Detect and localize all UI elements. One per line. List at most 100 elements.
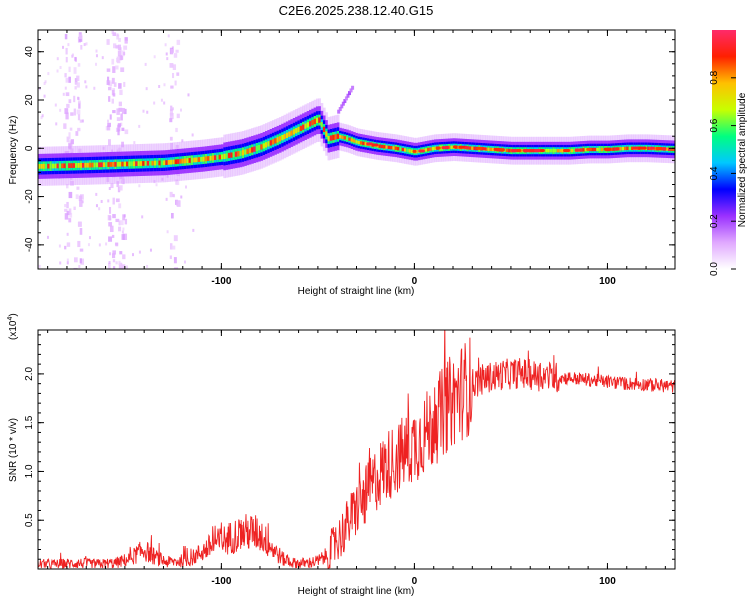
heatmap-cell xyxy=(46,235,49,239)
heatmap-cell xyxy=(78,34,83,39)
heatmap-cell xyxy=(115,45,119,49)
heatmap-cell xyxy=(117,50,122,57)
heatmap-cell xyxy=(163,160,166,166)
heatmap-cell xyxy=(295,128,298,134)
heatmap-cell xyxy=(54,163,57,169)
heatmap-cell xyxy=(145,87,148,91)
y-tick-label: 40 xyxy=(24,46,35,58)
heatmap-cell xyxy=(88,162,92,168)
heatmap-cell xyxy=(353,139,356,143)
y-tick-label: 20 xyxy=(24,94,35,106)
heatmap-cell xyxy=(107,119,110,123)
heatmap-cell xyxy=(70,139,74,145)
heatmap-cell xyxy=(85,85,88,89)
heatmap-cell xyxy=(56,69,59,73)
heatmap-cell xyxy=(163,83,166,87)
heatmap-cell xyxy=(116,117,121,122)
heatmap-cell xyxy=(112,110,116,114)
heatmap-cell xyxy=(95,192,98,196)
heatmap-cell xyxy=(75,163,78,168)
heatmap-cell xyxy=(117,147,122,152)
heatmap-cell xyxy=(108,206,112,214)
heatmap-cell xyxy=(74,86,77,90)
heatmap-cell xyxy=(202,156,206,162)
heatmap-cell xyxy=(170,105,173,111)
heatmap-cell xyxy=(383,145,386,149)
heatmap-cell xyxy=(114,242,119,246)
heatmap-peak xyxy=(586,147,592,151)
heatmap-cell xyxy=(75,131,79,136)
heatmap-cell xyxy=(112,93,116,97)
heatmap-peak xyxy=(632,146,641,150)
heatmap-cell xyxy=(78,221,82,228)
heatmap-cell xyxy=(118,220,121,226)
heatmap-cell xyxy=(341,135,345,139)
heatmap-cell xyxy=(165,160,169,165)
heatmap-cell xyxy=(628,146,632,150)
heatmap-cell xyxy=(79,258,82,264)
heatmap-cell xyxy=(118,83,122,89)
heatmap-cell xyxy=(81,200,84,204)
heatmap-cell xyxy=(119,161,122,167)
heatmap-cell xyxy=(171,107,174,111)
heatmap-cell xyxy=(124,129,129,135)
heatmap-cell xyxy=(116,181,120,188)
heatmap-cell xyxy=(214,155,217,161)
heatmap-cell xyxy=(195,157,199,163)
heatmap-cell xyxy=(200,156,203,162)
heatmap-cell xyxy=(120,180,124,184)
heatmap-cell xyxy=(123,161,127,167)
heatmap-cell xyxy=(253,146,257,152)
heatmap-cell xyxy=(193,157,196,163)
heatmap-cell xyxy=(118,101,122,107)
heatmap-cell xyxy=(322,126,326,133)
heatmap-cell xyxy=(429,147,433,151)
colorbar-tick-label: 0.0 xyxy=(709,262,720,276)
heatmap-cell xyxy=(106,125,111,131)
heatmap-cell xyxy=(64,208,68,212)
heatmap-cell xyxy=(108,261,111,265)
heatmap-cell xyxy=(68,76,71,83)
heatmap-cell xyxy=(313,118,317,125)
heatmap-cell xyxy=(311,119,315,126)
heatmap-cell xyxy=(98,162,101,168)
heatmap-peak xyxy=(499,148,505,152)
heatmap-cell xyxy=(248,147,252,154)
heatmap-cell xyxy=(408,149,412,153)
heatmap-cell xyxy=(339,135,342,139)
heatmap-cell xyxy=(78,148,82,153)
heatmap-cell xyxy=(118,185,123,191)
heatmap-cell xyxy=(106,39,110,45)
heatmap-cell xyxy=(668,147,671,151)
heatmap-cell xyxy=(61,163,64,169)
heatmap-cell xyxy=(170,85,174,89)
heatmap-cell xyxy=(74,56,77,61)
heatmap-cell xyxy=(108,236,113,242)
heatmap-cell xyxy=(223,153,227,160)
heatmap-cell xyxy=(110,184,113,188)
heatmap-cell xyxy=(118,37,121,42)
heatmap-cell xyxy=(359,141,363,145)
spectrogram-heatmap xyxy=(38,30,675,269)
heatmap-cell xyxy=(174,80,177,86)
heatmap-cell xyxy=(138,124,141,128)
heatmap-cell xyxy=(70,112,74,116)
heatmap-cell xyxy=(106,177,110,182)
heatmap-cell xyxy=(119,50,122,54)
heatmap-cell xyxy=(132,161,136,167)
heatmap-cell xyxy=(251,147,254,153)
heatmap-cell xyxy=(621,146,625,151)
colorbar-tick-label: 0.4 xyxy=(709,166,720,180)
heatmap-cell xyxy=(302,124,305,130)
heatmap-cell xyxy=(559,149,562,153)
heatmap-cell xyxy=(118,262,123,269)
snr-y-multiplier-close: ) xyxy=(8,313,19,316)
heatmap-cell xyxy=(102,162,106,168)
heatmap-cell xyxy=(123,233,128,241)
heatmap-cell xyxy=(71,53,74,57)
heatmap-cell xyxy=(64,33,68,40)
heatmap-cell xyxy=(118,107,123,112)
heatmap-cell xyxy=(230,152,233,158)
heatmap-cell xyxy=(385,145,389,149)
heatmap-cell xyxy=(87,243,90,247)
